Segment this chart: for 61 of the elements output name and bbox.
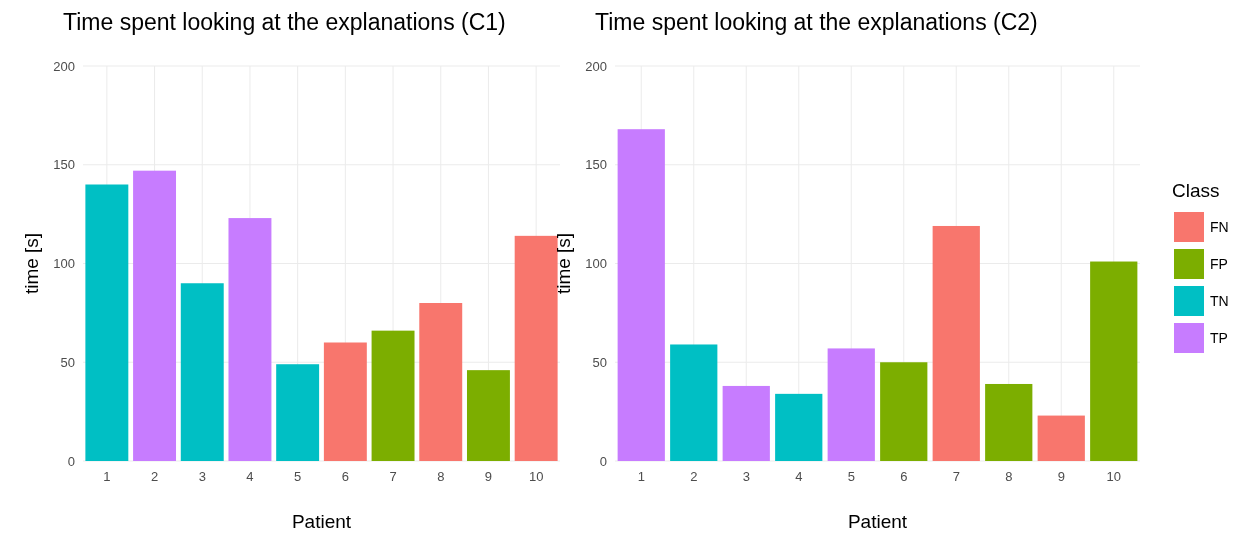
y-tick-label: 0 [67,453,75,469]
x-tick-label: 3 [198,469,206,484]
legend-label: TP [1210,329,1228,346]
legend-label: FN [1210,218,1229,235]
x-tick-label: 5 [294,469,302,484]
bar [85,184,129,461]
bar [617,129,665,461]
y-tick-label: 200 [585,58,607,74]
bar [514,235,558,461]
x-tick-label: 9 [1057,469,1065,484]
bar [371,330,415,461]
bar [932,225,980,461]
x-tick-label: 9 [484,469,493,484]
x-tick-label: 7 [389,469,397,484]
y-axis-title: time [s] [553,232,574,295]
x-tick-label: 6 [900,469,908,484]
x-tick-label: 7 [952,469,960,484]
y-tick-label: 100 [585,256,607,272]
y-tick-label: 50 [60,354,75,370]
chart-title: Time spent looking at the explanations (C1) [63,9,506,35]
chart-title: Time spent looking at the explanations (C2) [595,9,1038,35]
bar [1037,415,1085,461]
legend-label: FP [1210,255,1228,272]
legend-label: TN [1210,292,1229,309]
bar [276,364,320,461]
x-tick-label: 2 [690,469,698,484]
bar [419,303,463,461]
x-axis-title: Patient [291,511,352,532]
bar [775,393,823,461]
y-axis-title: time [s] [21,232,42,295]
y-tick-label: 150 [585,157,607,173]
y-tick-label: 50 [592,354,607,370]
x-tick-label: 10 [1106,469,1121,484]
x-tick-label: 8 [437,469,445,484]
bar [323,342,367,461]
bar [133,170,177,461]
y-tick-label: 100 [53,256,75,272]
legend-title: Class [1172,180,1220,201]
bar [180,283,224,461]
bar [880,362,928,461]
x-tick-label: 3 [742,469,750,484]
x-tick-label: 1 [637,469,645,484]
x-tick-label: 4 [795,469,803,484]
bar [1090,261,1138,461]
y-tick-label: 0 [599,453,607,469]
bar [827,348,875,461]
bar [670,344,718,461]
x-tick-label: 8 [1005,469,1013,484]
x-tick-label: 6 [341,469,349,484]
x-tick-label: 5 [847,469,855,484]
x-tick-label: 2 [150,469,159,484]
x-tick-label: 1 [103,469,111,484]
bar [985,383,1033,461]
x-tick-label: 10 [528,469,544,484]
bar [722,385,770,461]
y-tick-label: 150 [53,157,75,173]
bar [228,218,272,461]
bar [466,370,510,461]
y-tick-label: 200 [53,58,75,74]
x-axis-title: Patient [847,511,908,532]
x-tick-label: 4 [246,469,254,484]
